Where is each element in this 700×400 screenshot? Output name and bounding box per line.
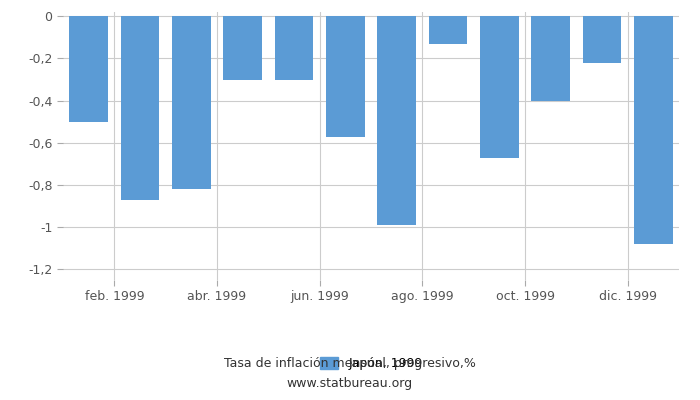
Text: www.statbureau.org: www.statbureau.org <box>287 378 413 390</box>
Bar <box>582 16 622 63</box>
Bar <box>326 16 365 136</box>
Bar <box>69 16 108 122</box>
Bar <box>274 16 314 80</box>
Text: Tasa de inflación mensual, progresivo,%: Tasa de inflación mensual, progresivo,% <box>224 358 476 370</box>
Bar <box>634 16 673 244</box>
Bar <box>428 16 467 44</box>
Bar <box>120 16 160 200</box>
Bar <box>480 16 519 158</box>
Bar <box>223 16 262 80</box>
Legend: Japón, 1999: Japón, 1999 <box>319 357 423 370</box>
Bar <box>377 16 416 225</box>
Bar <box>172 16 211 189</box>
Bar <box>531 16 570 101</box>
